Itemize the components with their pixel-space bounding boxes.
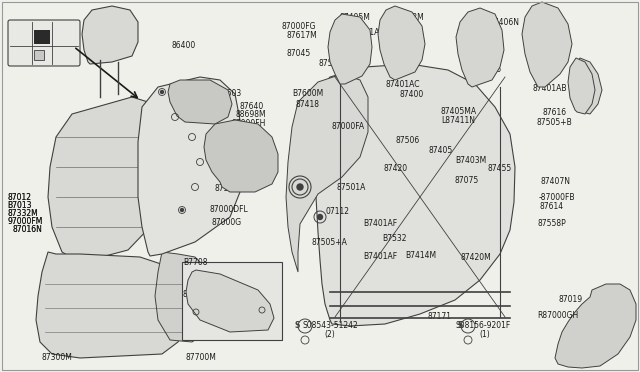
Text: B7414M: B7414M <box>405 251 436 260</box>
Circle shape <box>317 215 323 219</box>
Text: 87332N: 87332N <box>214 184 244 193</box>
Polygon shape <box>82 6 138 64</box>
Polygon shape <box>456 8 504 87</box>
Text: #87602: #87602 <box>232 127 262 136</box>
Text: S08156-9201F: S08156-9201F <box>456 321 511 330</box>
Text: 87016N: 87016N <box>13 225 43 234</box>
Text: 87418: 87418 <box>296 100 320 109</box>
Text: 87401AB: 87401AB <box>532 84 567 93</box>
Polygon shape <box>572 58 602 114</box>
Circle shape <box>180 208 184 212</box>
Text: 87407N: 87407N <box>541 177 571 186</box>
Circle shape <box>297 184 303 190</box>
Polygon shape <box>315 64 515 326</box>
Text: B7403M: B7403M <box>456 156 487 165</box>
Text: 87505+B: 87505+B <box>536 118 572 126</box>
Text: 87442M: 87442M <box>394 13 424 22</box>
Text: R87000GH: R87000GH <box>538 311 579 320</box>
Bar <box>182 262 282 340</box>
Polygon shape <box>286 74 368 272</box>
Text: 87501A: 87501A <box>337 183 366 192</box>
Polygon shape <box>186 270 274 332</box>
Text: 87455: 87455 <box>488 164 512 173</box>
Text: 87505+A: 87505+A <box>312 238 348 247</box>
Text: 87405MA: 87405MA <box>440 107 476 116</box>
Polygon shape <box>48 97 162 260</box>
Text: 87012: 87012 <box>8 193 32 202</box>
Text: B7532: B7532 <box>383 234 407 243</box>
Polygon shape <box>568 58 595 114</box>
Text: B7013: B7013 <box>8 201 32 210</box>
Text: 87611G: 87611G <box>222 145 252 154</box>
Text: 88698M: 88698M <box>236 110 266 119</box>
Text: 87405M: 87405M <box>339 13 370 22</box>
FancyBboxPatch shape <box>8 20 80 66</box>
Polygon shape <box>155 252 215 342</box>
Text: B7600M: B7600M <box>292 89 323 97</box>
Polygon shape <box>555 284 636 368</box>
Bar <box>34 50 44 60</box>
Polygon shape <box>328 14 372 84</box>
Text: 87000G: 87000G <box>211 218 241 227</box>
Text: 87614: 87614 <box>540 202 564 211</box>
Text: 87332M: 87332M <box>8 209 38 218</box>
Text: 870N6: 870N6 <box>477 65 502 74</box>
Text: B7401AF: B7401AF <box>364 252 397 261</box>
Text: 87401AC: 87401AC <box>385 80 420 89</box>
Text: 87075: 87075 <box>454 176 479 185</box>
Text: 87506: 87506 <box>396 136 420 145</box>
Text: 87617M: 87617M <box>286 31 317 40</box>
Text: 87649: 87649 <box>200 276 224 285</box>
Text: B7013: B7013 <box>8 201 32 210</box>
Text: 87000DFL: 87000DFL <box>209 205 248 214</box>
Text: 87016N: 87016N <box>13 225 43 234</box>
Text: 87509: 87509 <box>319 60 343 68</box>
Polygon shape <box>522 2 572 87</box>
Text: 87406M: 87406M <box>457 28 488 37</box>
Text: B7708: B7708 <box>183 258 207 267</box>
Text: (2): (2) <box>324 330 335 339</box>
Text: 87400: 87400 <box>400 90 424 99</box>
Text: 07112: 07112 <box>326 207 349 216</box>
Text: 87300M: 87300M <box>42 353 72 362</box>
Text: 87332M: 87332M <box>8 209 38 218</box>
Text: 87000FH: 87000FH <box>232 119 266 128</box>
Text: S: S <box>458 321 463 330</box>
Text: 97000FM: 97000FM <box>8 217 43 226</box>
Text: 87000FG: 87000FG <box>282 22 316 31</box>
Text: 87012: 87012 <box>8 193 32 202</box>
Polygon shape <box>138 77 242 256</box>
Text: 87019: 87019 <box>559 295 583 304</box>
Text: 87640: 87640 <box>240 102 264 110</box>
Text: S: S <box>294 321 300 330</box>
Text: 87401AA: 87401AA <box>182 290 217 299</box>
Text: 87401AD: 87401AD <box>351 28 386 37</box>
Text: (1): (1) <box>479 330 490 339</box>
Polygon shape <box>168 80 232 124</box>
Text: 87405: 87405 <box>429 146 453 155</box>
Text: 87420: 87420 <box>384 164 408 173</box>
Text: 87700M: 87700M <box>186 353 216 362</box>
Text: L87411N: L87411N <box>442 116 476 125</box>
Polygon shape <box>204 120 278 192</box>
Text: S08543-51242: S08543-51242 <box>302 321 358 330</box>
Polygon shape <box>36 252 192 358</box>
Text: 87601M: 87601M <box>218 167 248 176</box>
Text: 87171: 87171 <box>428 312 452 321</box>
Text: 97000FM: 97000FM <box>8 217 43 226</box>
Bar <box>34 30 50 44</box>
Text: 87045: 87045 <box>286 49 310 58</box>
Text: -87000FB: -87000FB <box>539 193 575 202</box>
Text: 87616: 87616 <box>543 108 567 117</box>
Text: 87420M: 87420M <box>461 253 492 262</box>
Text: 87000FA: 87000FA <box>332 122 365 131</box>
Circle shape <box>161 90 163 93</box>
Polygon shape <box>378 6 425 80</box>
Text: B7401AF: B7401AF <box>364 219 397 228</box>
Text: 87620P: 87620P <box>227 135 256 144</box>
Text: 87406N: 87406N <box>490 18 520 27</box>
Text: 87558P: 87558P <box>538 219 566 228</box>
Text: 87603: 87603 <box>218 89 242 97</box>
Text: 86400: 86400 <box>172 41 196 50</box>
